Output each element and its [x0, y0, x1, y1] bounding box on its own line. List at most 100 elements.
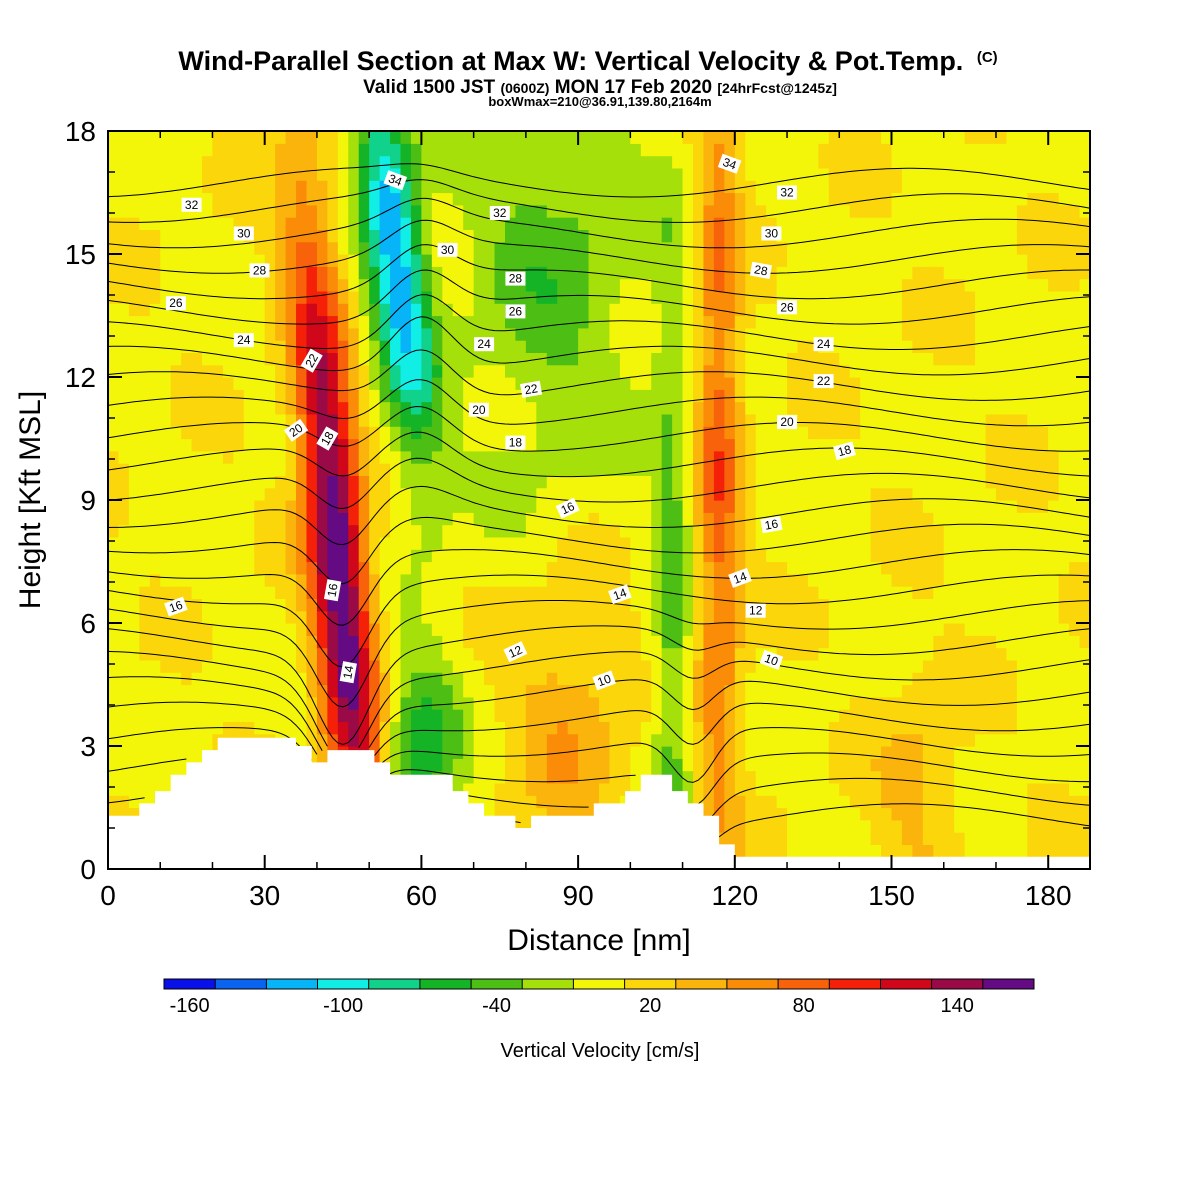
velocity-cell	[316, 598, 328, 612]
velocity-cell	[912, 573, 924, 587]
velocity-cell	[745, 364, 757, 378]
velocity-cell	[400, 573, 412, 587]
velocity-cell	[693, 340, 705, 353]
velocity-cell	[933, 635, 945, 649]
velocity-cell	[640, 413, 652, 427]
velocity-cell	[943, 623, 955, 636]
velocity-cell	[755, 684, 767, 698]
velocity-cell	[442, 327, 454, 341]
velocity-cell	[933, 598, 945, 612]
velocity-cell	[139, 180, 151, 194]
velocity-cell	[734, 709, 746, 722]
velocity-cell	[494, 389, 506, 403]
velocity-cell	[128, 721, 140, 735]
velocity-cell	[118, 303, 130, 317]
velocity-cell	[421, 192, 433, 206]
velocity-cell	[682, 327, 694, 341]
velocity-cell	[536, 155, 548, 169]
velocity-cell	[452, 746, 464, 759]
velocity-cell	[181, 143, 193, 157]
velocity-cell	[463, 623, 475, 636]
velocity-cell	[567, 266, 579, 280]
velocity-cell	[839, 684, 851, 698]
velocity-cell	[442, 512, 454, 526]
velocity-cell	[254, 241, 266, 255]
velocity-cell	[546, 364, 558, 378]
velocity-cell	[672, 315, 684, 329]
velocity-cell	[212, 364, 224, 378]
velocity-cell	[463, 696, 475, 710]
velocity-cell	[901, 549, 914, 563]
velocity-cell	[202, 167, 214, 181]
velocity-cell	[400, 290, 412, 304]
velocity-cell	[912, 598, 924, 612]
velocity-cell	[818, 770, 830, 784]
velocity-cell	[755, 635, 767, 649]
velocity-cell	[108, 733, 120, 747]
velocity-cell	[745, 217, 757, 230]
velocity-cell	[139, 684, 151, 698]
velocity-cell	[337, 266, 349, 280]
velocity-cell	[452, 192, 464, 206]
velocity-cell	[766, 327, 778, 341]
velocity-cell	[557, 659, 569, 673]
velocity-cell	[672, 647, 684, 661]
velocity-cell	[881, 536, 893, 550]
velocity-cell	[504, 389, 517, 403]
velocity-cell	[379, 610, 391, 624]
velocity-cell	[139, 327, 151, 341]
velocity-cell	[661, 241, 673, 255]
velocity-cell	[881, 229, 893, 243]
velocity-cell	[254, 598, 266, 612]
velocity-cell	[463, 167, 475, 181]
velocity-cell	[901, 500, 914, 513]
velocity-cell	[494, 475, 506, 489]
velocity-cell	[818, 254, 830, 267]
velocity-cell	[912, 266, 924, 280]
velocity-cell	[943, 696, 955, 710]
velocity-cell	[713, 278, 725, 292]
velocity-cell	[296, 340, 308, 353]
velocity-cell	[494, 180, 506, 194]
velocity-cell	[891, 241, 903, 255]
velocity-cell	[870, 512, 882, 526]
velocity-cell	[327, 659, 339, 673]
velocity-cell	[410, 241, 423, 255]
velocity-cell	[494, 807, 506, 821]
velocity-cell	[766, 143, 778, 157]
velocity-cell	[484, 475, 496, 489]
velocity-cell	[766, 623, 778, 636]
velocity-cell	[546, 204, 558, 218]
velocity-cell	[442, 586, 454, 599]
velocity-cell	[881, 192, 893, 206]
velocity-cell	[933, 696, 945, 710]
velocity-cell	[567, 770, 579, 784]
velocity-cell	[118, 659, 130, 673]
velocity-cell	[828, 610, 840, 624]
velocity-cell	[954, 610, 966, 624]
velocity-cell	[630, 204, 642, 218]
velocity-cell	[410, 143, 423, 157]
velocity-cell	[525, 561, 537, 575]
velocity-cell	[202, 290, 214, 304]
velocity-cell	[755, 463, 767, 476]
velocity-cell	[578, 684, 590, 698]
velocity-cell	[160, 438, 172, 452]
velocity-cell	[348, 598, 360, 612]
velocity-cell	[818, 647, 830, 661]
velocity-cell	[651, 364, 663, 378]
velocity-cell	[233, 192, 245, 206]
velocity-cell	[964, 536, 976, 550]
velocity-cell	[787, 475, 799, 489]
velocity-cell	[703, 303, 715, 317]
velocity-cell	[410, 635, 423, 649]
velocity-cell	[233, 167, 245, 181]
velocity-cell	[588, 721, 600, 735]
velocity-cell	[170, 278, 182, 292]
velocity-cell	[630, 721, 642, 735]
velocity-cell	[619, 254, 631, 267]
velocity-cell	[390, 377, 402, 390]
velocity-cell	[755, 143, 767, 157]
velocity-cell	[860, 635, 872, 649]
velocity-cell	[139, 438, 151, 452]
